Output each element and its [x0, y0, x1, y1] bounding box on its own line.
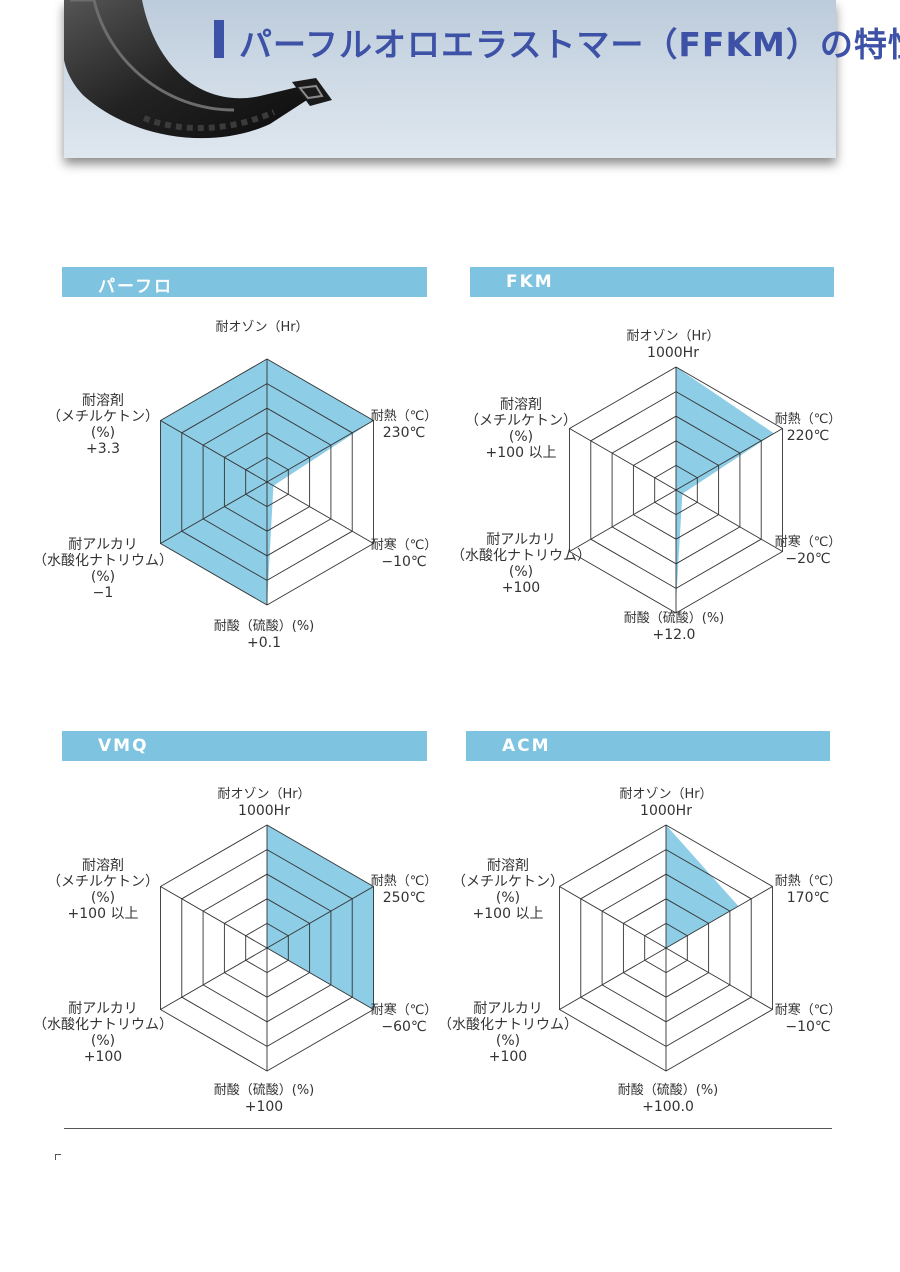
axis-label-alkali: 耐アルカリ （水酸化ナトリウム） (%) +100 — [438, 1001, 578, 1065]
axis-label-heat: 耐熱（℃） 170℃ — [774, 874, 842, 906]
axis-label-solvent: 耐溶剤 （メチルケトン） (%) +100 以上 — [452, 858, 564, 922]
axis-label-ozone: 耐オゾン（Hr） 1000Hr — [626, 329, 720, 361]
radar-data-area — [666, 825, 739, 948]
radar-axis-spoke — [266, 947, 374, 1010]
axis-label-solvent: 耐溶剤 （メチルケトン） (%) +100 以上 — [47, 858, 159, 922]
section-header-perflo: パーフロ — [62, 267, 427, 297]
axis-label-acid: 耐酸（硫酸）(%) +0.1 — [213, 619, 315, 651]
section-header-acm: ACM — [466, 731, 830, 761]
section-title: パーフロ — [98, 277, 173, 297]
axis-label-acid: 耐酸（硫酸）(%) +100 — [213, 1083, 315, 1115]
radar-axis-spoke — [160, 481, 268, 544]
axis-label-heat: 耐熱（℃） 220℃ — [774, 412, 842, 444]
axis-label-cold: 耐寒（℃） −60℃ — [370, 1003, 438, 1035]
footer-divider — [64, 1128, 832, 1129]
axis-label-alkali: 耐アルカリ （水酸化ナトリウム） (%) −1 — [33, 537, 173, 601]
axis-label-ozone: 耐オゾン（Hr） 1000Hr — [217, 787, 311, 819]
footer-mark — [55, 1154, 61, 1160]
axis-label-solvent: 耐溶剤 （メチルケトン） (%) +100 以上 — [465, 397, 577, 461]
section-title: FKM — [506, 272, 554, 292]
section-title: ACM — [502, 736, 551, 756]
section-header-vmq: VMQ — [62, 731, 427, 761]
axis-label-cold: 耐寒（℃） −10℃ — [370, 538, 438, 570]
axis-label-alkali: 耐アルカリ （水酸化ナトリウム） (%) +100 — [451, 532, 591, 596]
radar-axis-spoke — [160, 947, 268, 1010]
axis-label-heat: 耐熱（℃） 250℃ — [370, 874, 438, 906]
axis-label-acid: 耐酸（硫酸）(%) +12.0 — [623, 611, 725, 643]
radar-axis-spoke — [559, 947, 667, 1010]
axis-label-acid: 耐酸（硫酸）(%) +100.0 — [617, 1083, 719, 1115]
section-header-fkm: FKM — [470, 267, 834, 297]
radar-axis-spoke — [665, 886, 773, 949]
section-title: VMQ — [98, 736, 149, 756]
radar-axis-spoke — [675, 428, 783, 491]
header-banner: パーフルオロエラストマー（FFKM）の特性 — [64, 0, 900, 158]
radar-axis-spoke — [569, 428, 677, 491]
title-accent-bar — [214, 20, 224, 58]
radar-axis-spoke — [266, 420, 374, 483]
axis-label-heat: 耐熱（℃） 230℃ — [370, 409, 438, 441]
radar-axis-spoke — [665, 947, 773, 1010]
radar-axis-spoke — [160, 420, 268, 483]
axis-label-cold: 耐寒（℃） −10℃ — [774, 1003, 842, 1035]
radar-axis-spoke — [675, 489, 783, 552]
radar-axis-spoke — [266, 481, 374, 544]
page-title: パーフルオロエラストマー（FFKM）の特性 — [239, 25, 900, 64]
axis-label-solvent: 耐溶剤 （メチルケトン） (%) +3.3 — [47, 393, 159, 457]
radar-axis-spoke — [266, 886, 374, 949]
axis-label-ozone: 耐オゾン（Hr） — [215, 320, 309, 335]
axis-label-cold: 耐寒（℃） −20℃ — [774, 535, 842, 567]
radar-axis-spoke — [559, 886, 667, 949]
axis-label-alkali: 耐アルカリ （水酸化ナトリウム） (%) +100 — [33, 1001, 173, 1065]
oil-seal-image — [64, 0, 364, 158]
radar-axis-spoke — [160, 886, 268, 949]
axis-label-ozone: 耐オゾン（Hr） 1000Hr — [619, 787, 713, 819]
radar-axis-spoke — [569, 489, 677, 552]
radar-data-area — [676, 367, 774, 604]
